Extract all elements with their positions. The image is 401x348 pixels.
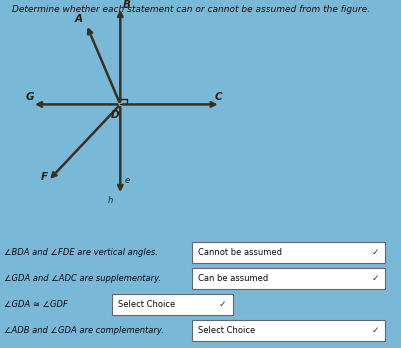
Text: ∠GDA ≅ ∠GDF: ∠GDA ≅ ∠GDF <box>4 300 68 309</box>
Text: ✓: ✓ <box>219 300 226 309</box>
FancyBboxPatch shape <box>192 242 385 263</box>
Text: e: e <box>125 176 130 185</box>
Text: ∠GDA and ∠ADC are supplementary.: ∠GDA and ∠ADC are supplementary. <box>4 274 161 283</box>
FancyBboxPatch shape <box>192 268 385 289</box>
Text: ✓: ✓ <box>371 274 379 283</box>
Text: ✓: ✓ <box>371 326 379 335</box>
Text: G: G <box>26 93 34 102</box>
Text: C: C <box>215 93 223 102</box>
Text: Determine whether each statement can or cannot be assumed from the figure.: Determine whether each statement can or … <box>12 5 370 14</box>
Text: Select Choice: Select Choice <box>118 300 176 309</box>
Text: ∠ADB and ∠GDA are complementary.: ∠ADB and ∠GDA are complementary. <box>4 326 164 335</box>
Text: Select Choice: Select Choice <box>198 326 256 335</box>
Text: A: A <box>74 14 82 24</box>
Text: F: F <box>41 173 48 182</box>
Text: ✓: ✓ <box>371 248 379 257</box>
Text: Cannot be assumed: Cannot be assumed <box>198 248 282 257</box>
Text: ∠BDA and ∠FDE are vertical angles.: ∠BDA and ∠FDE are vertical angles. <box>4 248 158 257</box>
FancyBboxPatch shape <box>192 320 385 341</box>
FancyBboxPatch shape <box>112 294 233 315</box>
Text: h: h <box>107 196 113 205</box>
Text: B: B <box>122 0 130 10</box>
Text: D: D <box>111 110 120 120</box>
Text: Can be assumed: Can be assumed <box>198 274 269 283</box>
